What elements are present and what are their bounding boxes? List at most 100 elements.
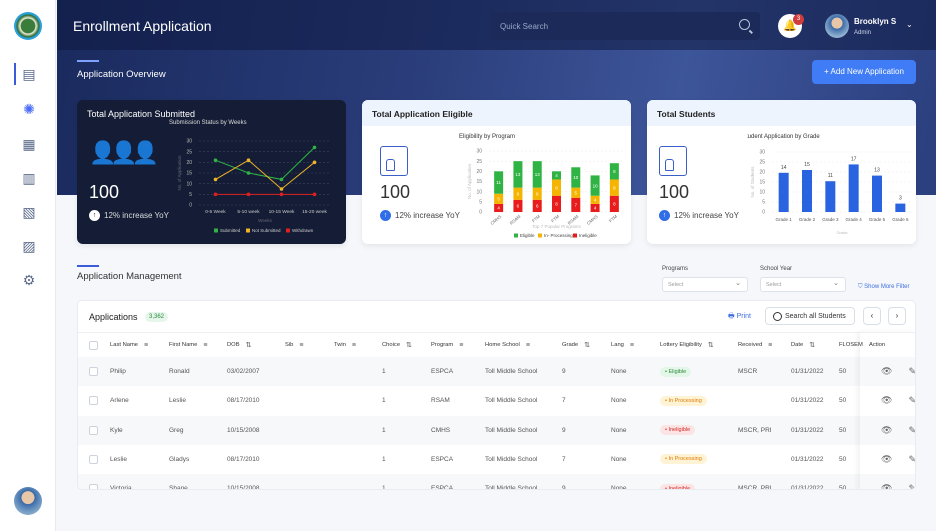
eye-icon[interactable]: 👁 [881, 366, 893, 376]
cell: 01/31/2022 [791, 427, 839, 434]
x-axis-label: Weeks [258, 218, 272, 223]
column-header[interactable]: FLOSEM [839, 342, 869, 348]
cell: Toll Middle School [485, 456, 562, 463]
sort-icon[interactable]: ⇅ [707, 342, 714, 349]
sidebar-avatar[interactable] [14, 487, 42, 515]
programs-select[interactable]: Select [662, 277, 748, 292]
column-header[interactable]: Lottery Eligibility ⇅ [660, 341, 738, 349]
bar-segment [590, 175, 600, 196]
series-line [215, 147, 315, 180]
pencil-icon[interactable]: ✎ [908, 483, 916, 490]
row-select[interactable] [78, 396, 110, 406]
school-logo [14, 12, 42, 40]
eye-icon[interactable]: 👁 [881, 453, 893, 464]
column-header[interactable]: Received ≡ [738, 342, 791, 349]
column-label: Choice [382, 342, 401, 348]
x-tick-label: 10-15 Week [269, 209, 295, 215]
app-title: Enrollment Application [73, 18, 212, 34]
show-more-filter-link[interactable]: ⛉ Show More Filter [858, 284, 910, 290]
next-page-button[interactable]: › [888, 307, 906, 325]
column-header[interactable]: Date ⇅ [791, 341, 839, 349]
add-new-application-button[interactable]: + Add New Application [812, 60, 916, 84]
checklist-icon[interactable]: ▥ [22, 169, 36, 186]
sort-icon[interactable]: ⇅ [584, 342, 590, 349]
search-students-button[interactable]: Search all Students [765, 307, 855, 325]
filter-icon[interactable]: ≡ [299, 341, 304, 349]
document-user-icon[interactable]: ▧ [22, 203, 36, 220]
data-label: 4 [594, 206, 597, 211]
column-header[interactable]: Choice ⇅ [382, 341, 431, 349]
sort-icon[interactable]: ⇅ [245, 342, 252, 349]
cell-text: 01/31/2022 [791, 397, 824, 405]
row-select[interactable] [78, 367, 110, 376]
column-header[interactable]: First Name ≡ [169, 342, 227, 349]
column-header[interactable]: Action [869, 342, 915, 348]
pencil-icon[interactable]: ✎ [908, 395, 916, 406]
checkbox[interactable] [89, 425, 98, 435]
checkbox[interactable] [89, 454, 98, 464]
data-point [279, 187, 284, 191]
checkbox[interactable] [89, 484, 98, 489]
column-header[interactable]: Sib ≡ [285, 342, 334, 349]
eye-icon[interactable]: 👁 [881, 395, 893, 406]
pencil-icon[interactable]: ✎ [908, 453, 916, 464]
bar-segment [532, 161, 542, 188]
column-label: Sib [285, 342, 294, 348]
row-select[interactable] [78, 425, 110, 435]
y-tick-label: 10 [476, 189, 482, 195]
header-select-all[interactable] [78, 340, 110, 350]
filter-icon[interactable]: ≡ [144, 341, 149, 349]
column-label: Last Name [110, 342, 139, 348]
dashboard-icon[interactable]: ▤ [14, 63, 38, 85]
column-header[interactable]: Lang ≡ [611, 342, 660, 349]
user-avatar[interactable] [825, 14, 849, 38]
status-badge: Ineligible [660, 425, 696, 436]
inbox-icon[interactable]: ▨ [22, 237, 36, 254]
column-header[interactable]: Last Name ≡ [110, 342, 169, 349]
cell-text: Leslie [169, 397, 186, 405]
column-header[interactable]: Home School ≡ [485, 342, 562, 349]
quick-search-input[interactable]: Quick Search [490, 12, 760, 40]
row-select[interactable] [78, 484, 110, 489]
print-button[interactable]: 🖶 Print [728, 313, 751, 320]
bar-segment [609, 163, 619, 180]
eye-icon[interactable]: 👁 [881, 483, 893, 490]
data-label: 8 [613, 202, 616, 207]
search-icon[interactable] [739, 19, 750, 30]
y-tick-label: 20 [476, 169, 482, 175]
sort-icon[interactable]: ⇅ [809, 342, 816, 349]
calendar-icon[interactable]: ▦ [22, 135, 36, 152]
checkbox[interactable] [89, 367, 98, 376]
eye-icon[interactable]: 👁 [881, 424, 893, 435]
column-header[interactable]: Twin ≡ [334, 342, 382, 349]
column-header[interactable]: DOB ⇅ [227, 341, 285, 349]
gear-icon[interactable]: ⚙ [22, 271, 36, 288]
filter-icon[interactable]: ≡ [525, 341, 530, 349]
checkbox[interactable] [89, 396, 98, 406]
row-select[interactable] [78, 454, 110, 464]
cell: Leslie [110, 456, 169, 463]
pencil-icon[interactable]: ✎ [908, 424, 916, 435]
column-header[interactable]: Grade ⇅ [562, 341, 611, 349]
school-year-select[interactable]: Select [760, 277, 846, 292]
filter-icon[interactable]: ≡ [459, 341, 464, 349]
y-tick-label: 15 [759, 180, 765, 186]
pencil-icon[interactable]: ✎ [908, 366, 916, 376]
checkbox[interactable] [89, 340, 98, 350]
prev-page-button[interactable]: ‹ [863, 307, 881, 325]
column-header[interactable]: Program ≡ [431, 342, 485, 349]
sidebar: ▤ ✺ ▦ ▥ ▧ ▨ ⚙ [0, 0, 56, 531]
cell-text: Toll Middle School [485, 485, 538, 490]
cell-text: Kyle [110, 426, 123, 434]
filter-icon[interactable]: ≡ [203, 341, 208, 349]
sort-icon[interactable]: ⇅ [406, 342, 412, 349]
y-tick-label: 25 [759, 160, 765, 166]
cell: 03/02/2007 [227, 368, 285, 375]
user-name[interactable]: Brooklyn S [854, 17, 897, 26]
chevron-down-icon[interactable]: ⌄ [906, 20, 913, 29]
filter-icon[interactable]: ≡ [768, 341, 773, 349]
filter-icon[interactable]: ≡ [629, 341, 634, 349]
sun-icon[interactable]: ✺ [23, 100, 35, 117]
filter-icon[interactable]: ≡ [351, 341, 357, 349]
cell-text: 01/31/2022 [791, 455, 824, 463]
